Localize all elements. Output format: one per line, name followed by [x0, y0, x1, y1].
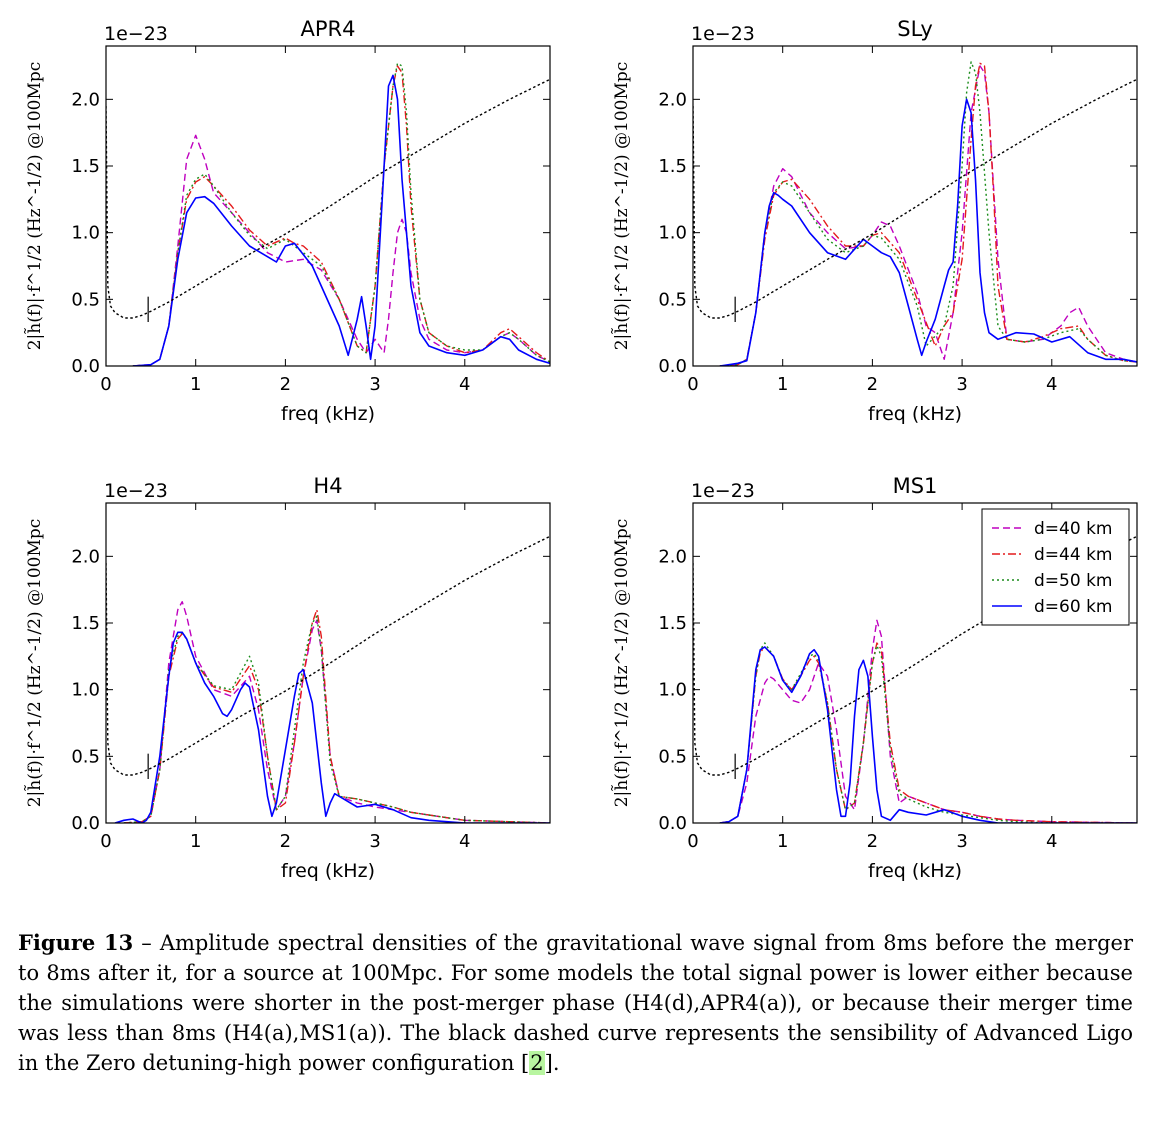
- x-tick-label: 3: [956, 374, 967, 395]
- y-tick-label: 2.0: [71, 89, 100, 110]
- y-tick-label: 0.0: [71, 356, 100, 377]
- y-tick-label: 2.0: [658, 89, 687, 110]
- figure-13-grid: 0 1 2 3 4 0.0 0.5 1.0 1.5 2.0 APR4 1e−23 freq (kHz) 2…: [24, 17, 1138, 882]
- x-tick-label: 0: [687, 374, 698, 395]
- y-offset-text: 1e−23: [691, 480, 755, 502]
- x-tick-label: 0: [100, 831, 111, 852]
- legend: d=40 km d=44 km d=50 km d=60 km: [981, 508, 1130, 626]
- chart-title: SLy: [897, 17, 933, 41]
- series-line-d-40-km: [719, 65, 1137, 366]
- legend-label: d=40 km: [1034, 519, 1112, 539]
- y-tick-label: 1.5: [71, 156, 100, 177]
- x-axis-label: freq (kHz): [281, 860, 375, 882]
- x-tick-label: 2: [867, 374, 878, 395]
- series-line-d-60-km: [719, 98, 1137, 366]
- x-tick-label: 1: [190, 374, 201, 395]
- y-tick-label: 1.5: [658, 613, 687, 634]
- x-tick-label: 4: [459, 831, 470, 852]
- x-tick-label: 0: [687, 831, 698, 852]
- y-tick-label: 1.5: [658, 156, 687, 177]
- x-tick-label: 2: [867, 831, 878, 852]
- x-tick-label: 4: [1046, 374, 1057, 395]
- y-axis-label: 2|h̃(f)|·f^1/2 (Hz^-1/2) @100Mpc: [24, 62, 45, 351]
- series-line-d-60-km: [114, 631, 550, 823]
- legend-label: d=44 km: [1034, 545, 1112, 565]
- series-line-d-40-km: [719, 619, 1137, 823]
- series-line-d-50-km: [719, 61, 1137, 366]
- y-axis-label: 2|h̃(f)|·f^1/2 (Hz^-1/2) @100Mpc: [611, 62, 632, 351]
- y-tick-label: 1.0: [71, 223, 100, 244]
- x-tick-label: 0: [100, 374, 111, 395]
- x-tick-label: 3: [369, 374, 380, 395]
- legend-label: d=50 km: [1034, 571, 1112, 591]
- series-line-aligo-sensitivity: [693, 535, 1137, 776]
- axes-frame: [692, 502, 1138, 824]
- series-line-d-50-km: [719, 642, 1137, 823]
- chart-panel-h4: 0 1 2 3 4 0.0 0.5 1.0 1.5 2.0 H4 1e−23 freq (kHz) 2|h…: [24, 474, 551, 882]
- series-line-d-44-km: [719, 642, 1137, 823]
- series-line-aligo-sensitivity: [106, 535, 550, 776]
- x-tick-label: 3: [956, 831, 967, 852]
- y-tick-label: 1.0: [658, 223, 687, 244]
- chart-panel-apr4: 0 1 2 3 4 0.0 0.5 1.0 1.5 2.0 APR4 1e−23 freq (kHz) 2…: [24, 17, 551, 425]
- x-tick-label: 1: [190, 831, 201, 852]
- axes-frame: [105, 502, 551, 824]
- caption-label: Figure 13: [18, 930, 134, 955]
- series-line-d-44-km: [123, 609, 550, 823]
- y-tick-label: 0.5: [658, 746, 687, 767]
- x-tick-label: 3: [369, 831, 380, 852]
- x-axis-label: freq (kHz): [281, 403, 375, 425]
- y-tick-label: 1.0: [658, 680, 687, 701]
- series-line-aligo-sensitivity: [693, 78, 1137, 319]
- axes-frame: [105, 45, 551, 367]
- y-offset-text: 1e−23: [104, 23, 168, 45]
- y-tick-label: 0.0: [658, 813, 687, 834]
- y-tick-label: 2.0: [658, 546, 687, 567]
- series-line-d-44-km: [132, 65, 550, 366]
- y-tick-label: 1.5: [71, 613, 100, 634]
- y-tick-label: 1.0: [71, 680, 100, 701]
- series-line-d-50-km: [132, 62, 550, 366]
- y-tick-label: 0.0: [658, 356, 687, 377]
- y-tick-label: 0.5: [71, 289, 100, 310]
- y-offset-text: 1e−23: [691, 23, 755, 45]
- figure-caption: Figure 13 – Amplitude spectral densities…: [18, 930, 1133, 1075]
- x-tick-label: 4: [459, 374, 470, 395]
- y-tick-label: 0.5: [71, 746, 100, 767]
- y-tick-label: 2.0: [71, 546, 100, 567]
- chart-title: MS1: [893, 474, 938, 498]
- y-tick-label: 0.5: [658, 289, 687, 310]
- caption-text: – Amplitude spectral densities of the gr…: [18, 931, 1133, 1075]
- caption-citation-link[interactable]: 2: [529, 1051, 545, 1075]
- legend-label: d=60 km: [1034, 597, 1112, 617]
- axes-frame: [692, 45, 1138, 367]
- series-line-d-60-km: [719, 646, 1137, 823]
- caption-end: .: [552, 1051, 560, 1075]
- x-tick-label: 1: [777, 831, 788, 852]
- series-line-d-60-km: [132, 74, 550, 366]
- y-axis-label: 2|h̃(f)|·f^1/2 (Hz^-1/2) @100Mpc: [24, 519, 45, 808]
- x-tick-label: 2: [280, 831, 291, 852]
- x-tick-label: 2: [280, 374, 291, 395]
- series-line-d-44-km: [719, 62, 1137, 366]
- chart-panel-sly: 0 1 2 3 4 0.0 0.5 1.0 1.5 2.0 SLy 1e−23 freq (kHz) 2|…: [611, 17, 1138, 425]
- chart-title: APR4: [301, 17, 356, 41]
- y-tick-label: 0.0: [71, 813, 100, 834]
- chart-title: H4: [313, 474, 342, 498]
- series-line-aligo-sensitivity: [106, 78, 550, 319]
- x-axis-label: freq (kHz): [868, 403, 962, 425]
- y-axis-label: 2|h̃(f)|·f^1/2 (Hz^-1/2) @100Mpc: [611, 519, 632, 808]
- chart-panel-ms1: 0 1 2 3 4 0.0 0.5 1.0 1.5 2.0 MS1 1e−23 freq (kHz) 2|…: [611, 474, 1138, 882]
- x-axis-label: freq (kHz): [868, 860, 962, 882]
- series-line-d-50-km: [123, 615, 550, 823]
- y-offset-text: 1e−23: [104, 480, 168, 502]
- x-tick-label: 4: [1046, 831, 1057, 852]
- x-tick-label: 1: [777, 374, 788, 395]
